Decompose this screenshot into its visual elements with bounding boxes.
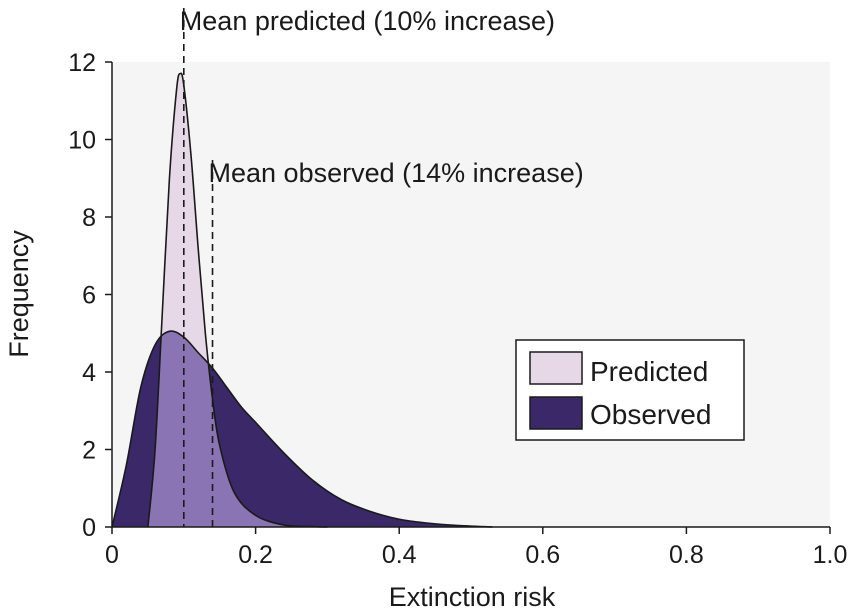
legend-label-predicted: Predicted	[590, 356, 708, 387]
legend-swatch-observed	[529, 396, 583, 430]
annotations: Mean predicted (10% increase) Mean observ…	[180, 6, 584, 527]
x-axis-title: Extinction risk	[389, 582, 556, 612]
legend-label-observed: Observed	[590, 399, 711, 430]
y-tick-label: 6	[82, 282, 96, 310]
y-tick-label: 10	[68, 127, 96, 155]
x-tick-label: 0	[105, 541, 119, 569]
x-tick-label: 0.2	[238, 541, 273, 569]
mean-observed-label: Mean observed (14% increase)	[209, 158, 584, 188]
overlap-area	[147, 331, 328, 527]
mean-predicted-label: Mean predicted (10% increase)	[180, 6, 555, 36]
y-tick-label: 4	[82, 359, 96, 387]
x-tick-label: 0.6	[525, 541, 560, 569]
legend: Predicted Observed	[515, 339, 745, 441]
y-axis-title: Frequency	[4, 230, 34, 358]
distribution-outlines	[111, 72, 493, 528]
legend-swatch-predicted	[529, 351, 583, 385]
predicted-curve	[147, 72, 328, 528]
y-tick-label: 8	[82, 204, 96, 232]
y-axis-ticks: 0 2 4 6 8 10 12	[68, 49, 112, 542]
y-tick-label: 12	[68, 49, 96, 77]
observed-curve	[111, 330, 493, 528]
x-tick-label: 1.0	[813, 541, 848, 569]
x-axis-ticks: 0 0.2 0.4 0.6 0.8 1.0	[105, 527, 847, 569]
y-tick-label: 2	[82, 437, 96, 465]
x-tick-label: 0.4	[382, 541, 417, 569]
x-tick-label: 0.8	[669, 541, 704, 569]
y-tick-label: 0	[82, 514, 96, 542]
